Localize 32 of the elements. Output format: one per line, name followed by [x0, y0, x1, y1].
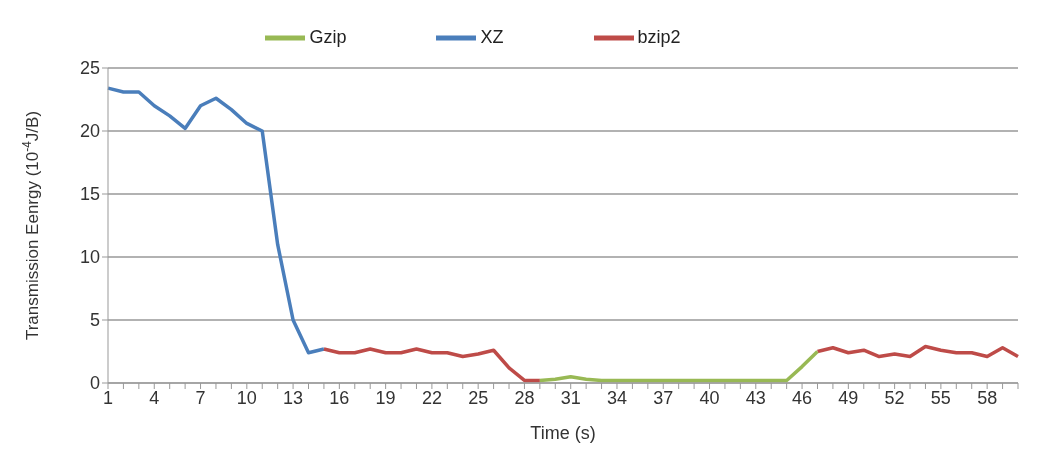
- x-tick-label: 34: [606, 387, 627, 408]
- x-tick-label: 13: [283, 387, 304, 408]
- legend-label: XZ: [480, 26, 504, 47]
- y-tick-label: 20: [79, 121, 100, 142]
- x-tick-label: 10: [236, 387, 257, 408]
- line-series: [538, 349, 820, 383]
- y-tick-label: 25: [79, 58, 100, 79]
- x-tick-label: 22: [421, 387, 442, 408]
- x-tick-label: 4: [149, 387, 160, 408]
- x-tick-label: 28: [514, 387, 535, 408]
- line-series: [106, 86, 326, 355]
- y-tick-label: 15: [79, 184, 100, 205]
- x-tick-label: 52: [884, 387, 905, 408]
- y-tick-label: 0: [89, 373, 100, 394]
- x-tick-label: 25: [468, 387, 489, 408]
- x-tick-label: 55: [930, 387, 951, 408]
- legend-label: Gzip: [309, 26, 347, 47]
- x-tick-label: 7: [195, 387, 206, 408]
- x-tick-label: 1: [102, 387, 114, 408]
- x-tick-label: 37: [653, 387, 674, 408]
- x-axis-title: Time (s): [530, 423, 596, 443]
- x-tick-label: 16: [329, 387, 350, 408]
- y-tick-label: 5: [89, 310, 100, 331]
- x-tick-label: 49: [838, 387, 859, 408]
- legend-label: bzip2: [637, 26, 681, 47]
- x-tick-label: 31: [560, 387, 581, 408]
- x-tick-label: 43: [745, 387, 766, 408]
- x-tick-label: 40: [699, 387, 720, 408]
- y-tick-label: 10: [79, 247, 100, 268]
- x-tick-label: 46: [792, 387, 813, 408]
- x-tick-label: 58: [977, 387, 998, 408]
- x-tick-label: 19: [375, 387, 396, 408]
